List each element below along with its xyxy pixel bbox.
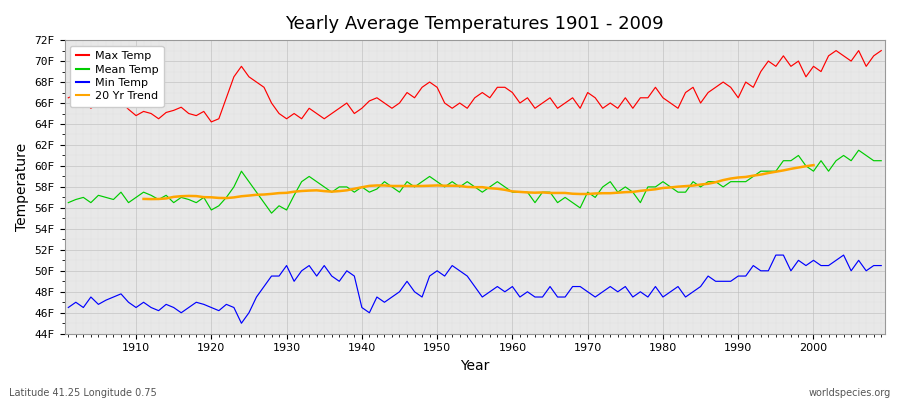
Text: worldspecies.org: worldspecies.org: [809, 388, 891, 398]
Legend: Max Temp, Mean Temp, Min Temp, 20 Yr Trend: Max Temp, Mean Temp, Min Temp, 20 Yr Tre…: [70, 46, 164, 107]
X-axis label: Year: Year: [460, 359, 490, 373]
Text: Latitude 41.25 Longitude 0.75: Latitude 41.25 Longitude 0.75: [9, 388, 157, 398]
Y-axis label: Temperature: Temperature: [15, 143, 29, 231]
Title: Yearly Average Temperatures 1901 - 2009: Yearly Average Temperatures 1901 - 2009: [285, 15, 664, 33]
